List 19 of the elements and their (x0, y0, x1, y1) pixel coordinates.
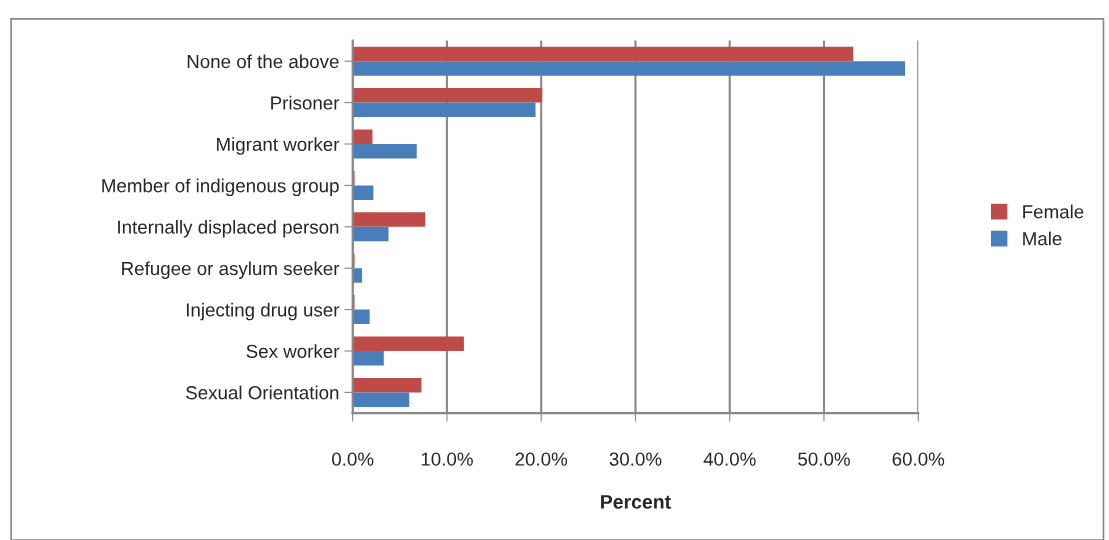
x-tick-label: 50.0% (798, 452, 850, 466)
y-tick-label: Sex worker (246, 344, 340, 358)
x-tick-label: 20.0% (515, 452, 568, 466)
x-axis-title: Percent (601, 495, 671, 509)
y-tick-label: None of the above (187, 54, 339, 69)
x-tick-label: 10.0% (421, 452, 473, 466)
legend-label: Male (1023, 231, 1062, 246)
y-tick-label: Migrant worker (217, 137, 340, 155)
y-tick-label: Internally displaced person (118, 220, 339, 238)
x-tick-label: 0.0% (332, 452, 374, 466)
x-tick-label: 30.0% (609, 452, 662, 466)
legend-label: Female (1023, 204, 1084, 219)
y-tick-label: Prisoner (271, 95, 340, 110)
y-tick-label: Sexual Orientation (186, 385, 339, 400)
x-tick-label: 60.0% (892, 452, 945, 466)
y-tick-label: Injecting drug user (186, 302, 340, 321)
y-tick-label: Refugee or asylum seeker (122, 261, 340, 279)
x-tick-label: 40.0% (703, 452, 756, 466)
y-tick-label: Member of indigenous group (102, 178, 339, 197)
